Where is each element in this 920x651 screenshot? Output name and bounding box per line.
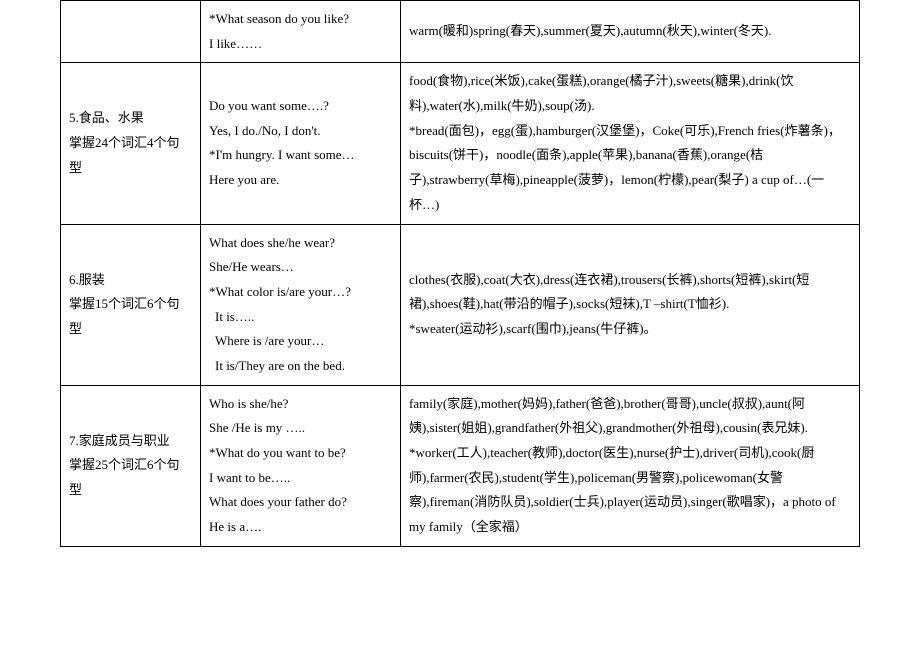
vocab-text: *bread(面包)，egg(蛋),hamburger(汉堡堡)，Coke(可乐… [409,119,851,218]
table-row: 7.家庭成员与职业掌握25个词汇6个句型Who is she/he?She /H… [61,385,860,546]
vocab-text: family(家庭),mother(妈妈),father(爸爸),brother… [409,392,851,441]
topic-text: 6.服装 [69,268,192,293]
sentence-text: I like…… [209,32,392,57]
sentences-cell: Who is she/he?She /He is my …..*What do … [201,385,401,546]
sentence-text: Where is /are your… [209,329,392,354]
sentence-text: I want to be….. [209,466,392,491]
vocab-text: *worker(工人),teacher(教师),doctor(医生),nurse… [409,441,851,540]
vocab-text: *sweater(运动衫),scarf(围巾),jeans(牛仔裤)。 [409,317,851,342]
sentence-text: It is/They are on the bed. [209,354,392,379]
table-row: *What season do you like?I like…… warm(暖和… [61,1,860,63]
vocab-text: clothes(衣服),coat(大衣),dress(连衣裙),trousers… [409,268,851,317]
sentence-text: *What color is/are your…? [209,280,392,305]
vocab-cell: food(食物),rice(米饭),cake(蛋糕),orange(橘子汁),s… [401,63,860,224]
vocab-text: warm(暖和)spring(春天),summer(夏天),autumn(秋天)… [409,19,851,44]
sentences-cell: Do you want some….?Yes, I do./No, I don'… [201,63,401,224]
topic-text: 7.家庭成员与职业 [69,429,192,454]
topic-cell [61,1,201,63]
sentence-text: Who is she/he? [209,392,392,417]
vocabulary-table: *What season do you like?I like…… warm(暖和… [60,0,860,547]
sentence-text: What does she/he wear? [209,231,392,256]
vocab-cell: warm(暖和)spring(春天),summer(夏天),autumn(秋天)… [401,1,860,63]
topic-text: 5.食品、水果 [69,106,192,131]
sentence-text: Do you want some….? [209,94,392,119]
sentence-text: *What season do you like? [209,7,392,32]
sentences-cell: What does she/he wear?She/He wears…*What… [201,224,401,385]
sentence-text: She /He is my ….. [209,416,392,441]
sentence-text: What does your father do? [209,490,392,515]
table-row: 6.服装掌握15个词汇6个句型What does she/he wear?She… [61,224,860,385]
sentence-text: It is….. [209,305,392,330]
topic-text: 掌握15个词汇6个句型 [69,292,192,341]
sentence-text: *I'm hungry. I want some… [209,143,392,168]
topic-text: 掌握24个词汇4个句型 [69,131,192,180]
document-page: *What season do you like?I like…… warm(暖和… [0,0,920,547]
vocab-cell: clothes(衣服),coat(大衣),dress(连衣裙),trousers… [401,224,860,385]
sentence-text: Here you are. [209,168,392,193]
topic-text: 掌握25个词汇6个句型 [69,453,192,502]
topic-cell: 6.服装掌握15个词汇6个句型 [61,224,201,385]
sentence-text: She/He wears… [209,255,392,280]
topic-cell: 7.家庭成员与职业掌握25个词汇6个句型 [61,385,201,546]
sentences-cell: *What season do you like?I like…… [201,1,401,63]
topic-cell: 5.食品、水果掌握24个词汇4个句型 [61,63,201,224]
sentence-text: He is a…. [209,515,392,540]
vocab-text: food(食物),rice(米饭),cake(蛋糕),orange(橘子汁),s… [409,69,851,118]
table-row: 5.食品、水果掌握24个词汇4个句型Do you want some….?Yes… [61,63,860,224]
sentence-text: *What do you want to be? [209,441,392,466]
vocab-cell: family(家庭),mother(妈妈),father(爸爸),brother… [401,385,860,546]
sentence-text: Yes, I do./No, I don't. [209,119,392,144]
